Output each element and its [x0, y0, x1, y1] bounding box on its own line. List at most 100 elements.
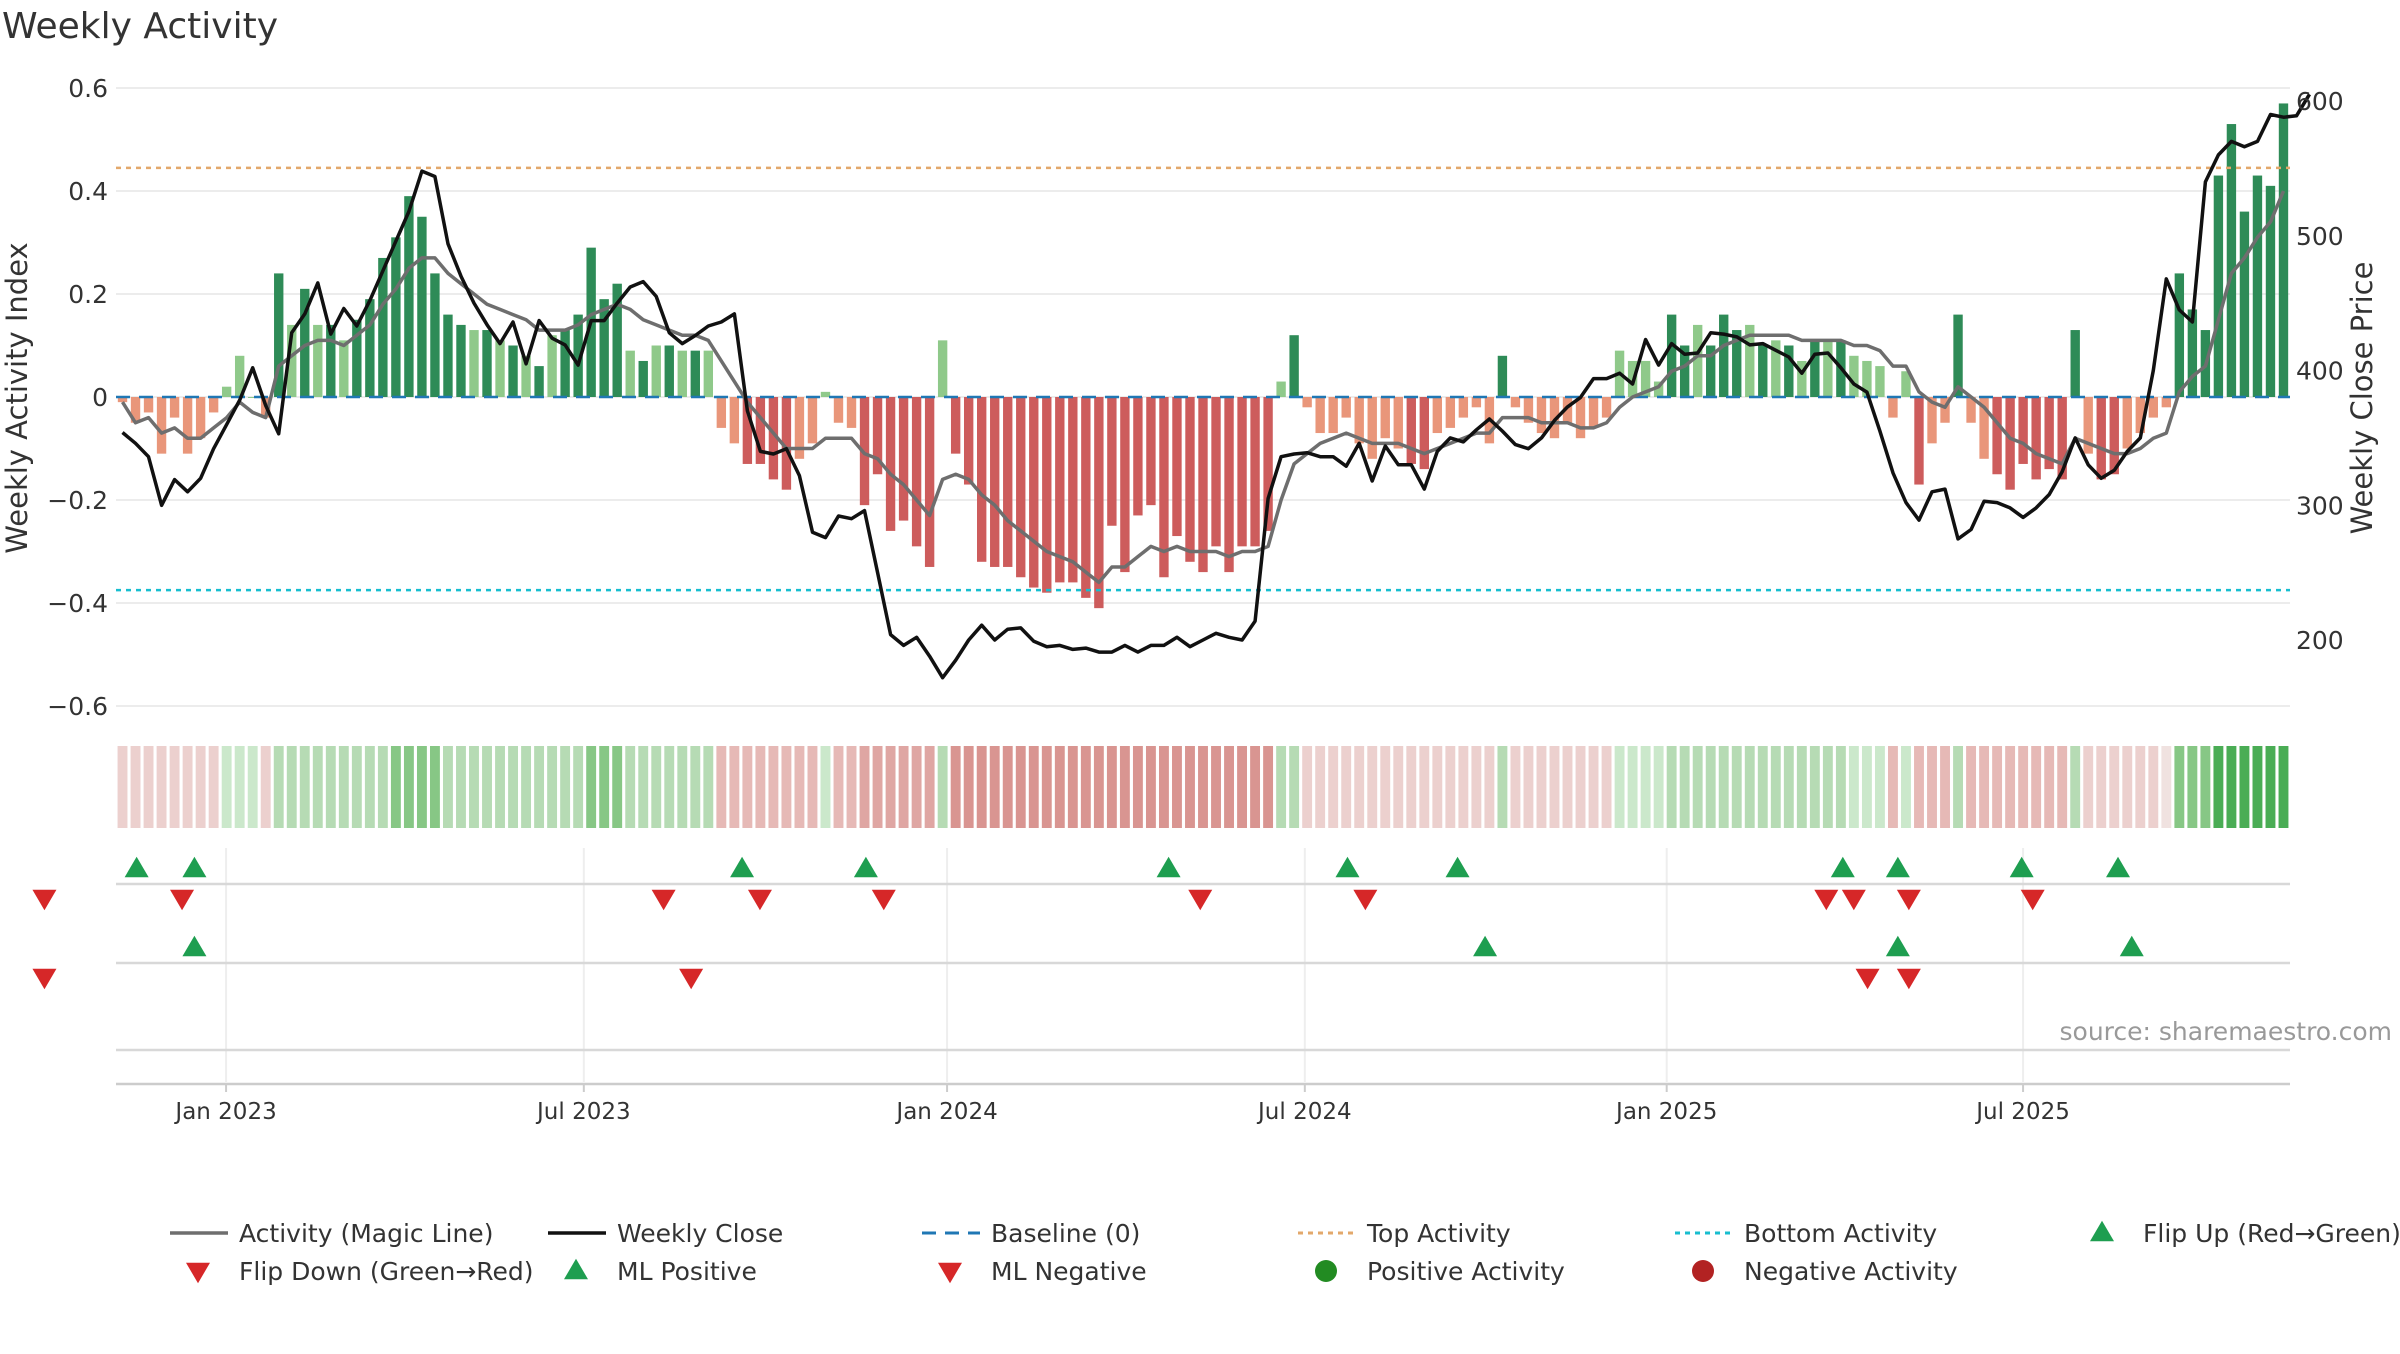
- activity-bar-93: [1328, 397, 1338, 434]
- heat-cell-124: [1731, 746, 1742, 828]
- activity-bar-47: [729, 397, 740, 444]
- heat-cell-38: [612, 746, 623, 828]
- heat-cell-105: [1484, 746, 1495, 828]
- legend-label-7: ML Positive: [617, 1257, 757, 1286]
- heat-cell-146: [2018, 746, 2029, 828]
- flip-up-marker-0: [124, 856, 149, 878]
- heat-cell-85: [1224, 746, 1234, 828]
- heat-cell-120: [1679, 746, 1690, 828]
- flip-down-marker-8: [1841, 889, 1866, 911]
- heat-cell-11: [260, 746, 271, 828]
- heat-cell-68: [1002, 746, 1013, 828]
- heat-cell-79: [1145, 746, 1156, 828]
- activity-bar-97: [1380, 397, 1390, 439]
- heat-cell-50: [768, 746, 779, 828]
- heat-cell-22: [403, 746, 414, 828]
- heat-cell-89: [1276, 746, 1287, 828]
- heat-cell-117: [1640, 746, 1651, 828]
- heat-cell-35: [573, 746, 584, 828]
- legend-label-9: Positive Activity: [1367, 1257, 1565, 1286]
- heat-cell-144: [1992, 746, 2003, 828]
- legend-label-6: Flip Down (Green→Red): [239, 1257, 534, 1286]
- activity-bar-72: [1055, 397, 1065, 583]
- activity-bar-34: [560, 330, 570, 397]
- heat-cell-154: [2122, 746, 2133, 828]
- activity-bar-62: [924, 397, 935, 567]
- activity-bar-51: [781, 397, 792, 490]
- activity-bar-58: [872, 397, 883, 475]
- y-tick-label-right: 600: [2296, 87, 2344, 116]
- legend-label-4: Bottom Activity: [1744, 1219, 1937, 1248]
- heat-cell-36: [586, 746, 597, 828]
- activity-bar-141: [1953, 314, 1963, 397]
- activity-bar-29: [495, 340, 505, 397]
- flip-down-marker-5: [1188, 889, 1213, 911]
- heat-cell-130: [1809, 746, 1820, 828]
- heat-cell-155: [2135, 746, 2146, 828]
- flip-up-marker-8: [1885, 856, 1910, 878]
- legend-triangle-down-marker-6: [186, 1262, 210, 1284]
- activity-bar-21: [391, 237, 401, 397]
- heat-cell-139: [1927, 746, 1937, 828]
- y-tick-label-left: 0: [92, 383, 108, 412]
- heat-cell-62: [924, 746, 935, 828]
- activity-bar-147: [2031, 397, 2041, 480]
- heat-cell-122: [1705, 746, 1716, 828]
- heat-cell-5: [182, 746, 193, 828]
- heat-cell-111: [1562, 746, 1573, 828]
- activity-bar-45: [703, 350, 714, 397]
- heat-cell-19: [364, 746, 375, 828]
- heat-cell-69: [1015, 746, 1026, 828]
- activity-bar-164: [2252, 175, 2263, 397]
- activity-bar-113: [1588, 397, 1599, 428]
- activity-bar-82: [1185, 397, 1195, 562]
- y-tick-label-right: 200: [2296, 626, 2344, 655]
- heat-cell-44: [690, 746, 701, 828]
- heat-cell-160: [2200, 746, 2211, 828]
- heat-cell-59: [885, 746, 896, 828]
- heat-cell-24: [429, 746, 440, 828]
- activity-bar-153: [2109, 397, 2119, 475]
- heat-cell-118: [1653, 746, 1664, 828]
- activity-bar-94: [1341, 397, 1351, 418]
- activity-bar-70: [1029, 397, 1039, 588]
- flip-up-marker-3: [853, 856, 878, 878]
- activity-bar-14: [300, 288, 310, 397]
- heat-cell-156: [2148, 746, 2159, 828]
- y-tick-label-left: −0.6: [47, 692, 108, 721]
- flip-up-marker-4: [1156, 856, 1181, 878]
- heat-cell-96: [1367, 746, 1378, 828]
- heat-cell-8: [221, 746, 232, 828]
- ml-down-marker-2: [1855, 968, 1880, 990]
- activity-bar-31: [521, 355, 531, 397]
- flip-up-marker-10: [2106, 856, 2131, 878]
- activity-bar-83: [1198, 397, 1208, 573]
- activity-bar-65: [963, 397, 974, 485]
- heat-cell-72: [1054, 746, 1065, 828]
- ml-up-marker-3: [2119, 935, 2144, 957]
- activity-bar-123: [1719, 314, 1729, 397]
- activity-bar-131: [1823, 340, 1833, 397]
- activity-bar-74: [1081, 397, 1091, 598]
- heat-cell-64: [950, 746, 961, 828]
- y-tick-label-left: 0.6: [68, 74, 108, 103]
- heat-cell-73: [1067, 746, 1078, 828]
- legend-triangle-up-marker-5: [2090, 1220, 2114, 1242]
- heat-cell-142: [1966, 746, 1977, 828]
- heat-cell-65: [963, 746, 974, 828]
- heat-cell-47: [729, 746, 740, 828]
- activity-bar-149: [2057, 397, 2067, 480]
- activity-bar-86: [1237, 397, 1247, 547]
- heat-cell-54: [820, 746, 831, 828]
- heat-cell-86: [1237, 746, 1248, 828]
- heat-cell-87: [1250, 746, 1261, 828]
- heat-cell-26: [456, 746, 466, 828]
- heat-cell-21: [390, 746, 401, 828]
- heat-cell-127: [1770, 746, 1781, 828]
- heat-cell-125: [1744, 746, 1755, 828]
- activity-bar-128: [1784, 345, 1794, 397]
- activity-bar-85: [1224, 397, 1234, 573]
- legend-label-10: Negative Activity: [1744, 1257, 1958, 1286]
- activity-bar-137: [1901, 371, 1911, 397]
- activity-bar-73: [1068, 397, 1078, 583]
